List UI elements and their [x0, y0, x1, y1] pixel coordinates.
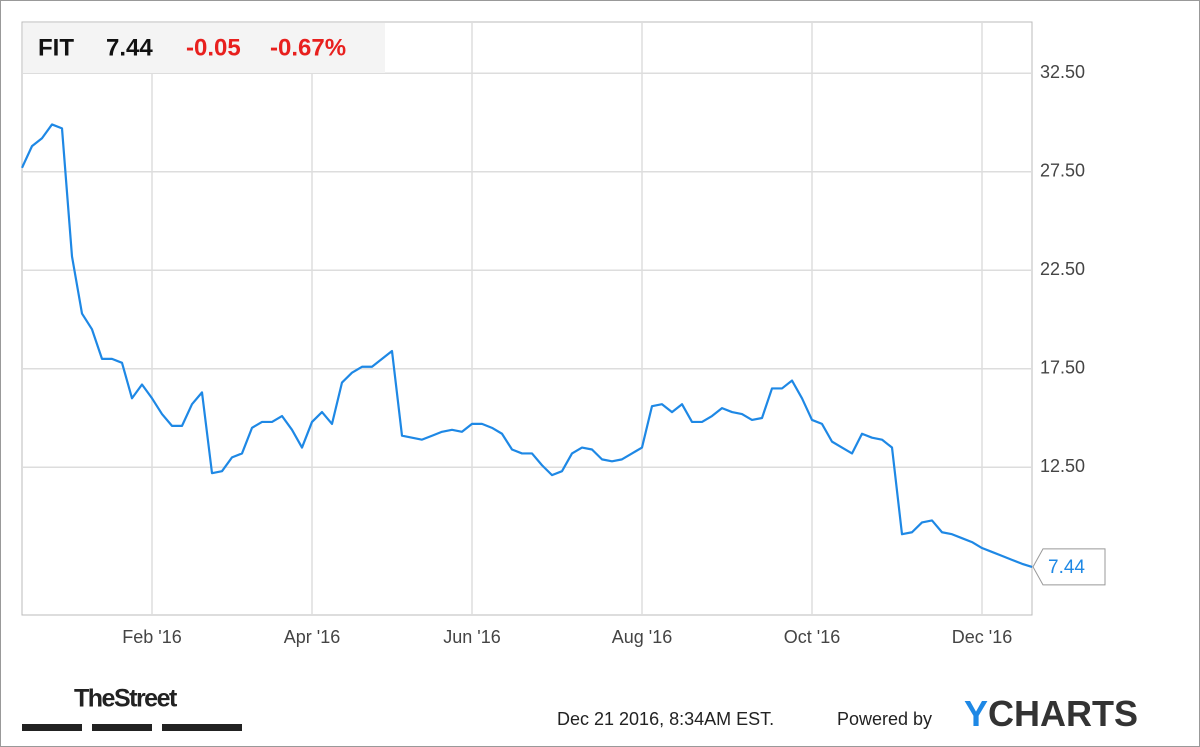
brand-bar: [92, 724, 152, 731]
y-tick-label: 27.50: [1040, 160, 1085, 180]
y-tick-label: 32.50: [1040, 62, 1085, 82]
y-tick-label: 17.50: [1040, 357, 1085, 377]
brand-bar: [22, 724, 82, 731]
ticker: FIT: [38, 34, 74, 61]
last-value-label: 7.44: [1048, 557, 1085, 578]
brand-bar: [162, 724, 242, 731]
y-tick-label: 22.50: [1040, 259, 1085, 279]
change: -0.05: [186, 34, 241, 61]
price: 7.44: [106, 34, 153, 61]
y-tick-label: 12.50: [1040, 456, 1085, 476]
header-box: [23, 23, 385, 73]
x-tick-label: Jun '16: [443, 627, 500, 647]
change-percent: -0.67%: [270, 34, 346, 61]
x-tick-label: Oct '16: [784, 627, 840, 647]
marks: [21, 123, 1033, 568]
plot-area: [21, 21, 1033, 616]
x-tick-label: Dec '16: [952, 627, 1012, 647]
grid: [22, 22, 1032, 615]
x-tick-label: Aug '16: [612, 627, 673, 647]
price-line: [21, 123, 1033, 568]
powered-by: Powered by: [837, 709, 932, 729]
logo: YCHARTS: [964, 693, 1138, 734]
timestamp: Dec 21 2016, 8:34AM EST.: [557, 709, 774, 729]
last-value-box: [1032, 548, 1106, 586]
x-tick-label: Apr '16: [284, 627, 340, 647]
brand: TheStreet: [74, 685, 178, 713]
x-tick-label: Feb '16: [122, 627, 181, 647]
